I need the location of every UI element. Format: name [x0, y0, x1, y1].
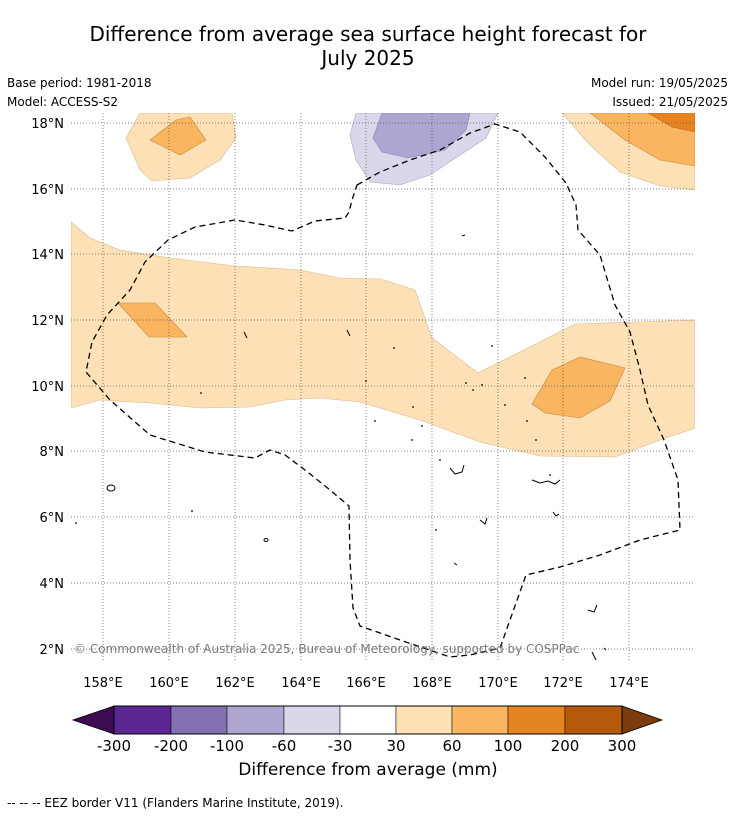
colorbar-segment: [113, 705, 172, 735]
island: [591, 651, 597, 660]
gridlines: [71, 113, 695, 660]
colorbar-label: Difference from average (mm): [238, 760, 498, 780]
atolls: [75, 345, 551, 531]
colorbar-segment: [564, 705, 623, 735]
lat-label: 12°N: [31, 314, 64, 329]
issued-date: Issued: 21/05/2025: [612, 95, 728, 109]
lon-label: 160°E: [149, 676, 189, 691]
island: [346, 329, 351, 337]
colorbar-segment: [339, 705, 397, 735]
lon-label: 168°E: [412, 676, 452, 691]
colorbar-segment: [451, 705, 509, 735]
colorbar-segment: [226, 705, 285, 735]
colorbar-tick: 30: [386, 737, 405, 755]
island: [106, 484, 116, 492]
colorbar-min-arrow: [71, 705, 115, 735]
colorbar-tick: -100: [210, 737, 244, 755]
meta-left: Base period: 1981-2018 Model: ACCESS-S2: [7, 74, 152, 112]
colorbar-tick: 60: [442, 737, 461, 755]
island: [552, 511, 560, 517]
colorbar-tick: -300: [97, 737, 131, 755]
colorbar-tick: -200: [154, 737, 188, 755]
contour-60-100-topleft: [149, 116, 207, 156]
lon-labels: 158°E 160°E 162°E 164°E 166°E 168°E 170°…: [83, 676, 649, 691]
lon-label: 174°E: [609, 676, 649, 691]
lon-label: 162°E: [215, 676, 255, 691]
colorbar-segment: [283, 705, 341, 735]
island: [587, 604, 598, 613]
lat-labels: 18°N 16°N 14°N 12°N 10°N 8°N 6°N 4°N 2°N: [31, 117, 64, 658]
island: [243, 331, 248, 339]
base-period: Base period: 1981-2018: [7, 76, 152, 90]
lat-label: 14°N: [31, 248, 64, 263]
colorbar-tick: 100: [494, 737, 523, 755]
colorbar: [71, 705, 664, 735]
lon-label: 172°E: [543, 676, 583, 691]
eez-footnote: -- -- -- EEZ border V11 (Flanders Marine…: [7, 796, 344, 810]
title-line-2: July 2025: [321, 46, 415, 70]
colorbar-segment: [170, 705, 228, 735]
eez-border: [85, 123, 681, 658]
lat-label: 6°N: [40, 511, 65, 526]
contour-60-100-topright: [589, 113, 695, 167]
colorbar-segment: [507, 705, 566, 735]
lon-label: 170°E: [478, 676, 518, 691]
lat-label: 4°N: [40, 577, 65, 592]
model-name: Model: ACCESS-S2: [7, 95, 119, 109]
island: [603, 647, 607, 651]
lon-label: 158°E: [83, 676, 123, 691]
colorbar-segment: [395, 705, 453, 735]
meta-right: Model run: 19/05/2025 Issued: 21/05/2025: [591, 74, 728, 112]
colorbar-max-arrow: [621, 705, 664, 735]
contour-100-200-topright: [647, 113, 695, 133]
island: [453, 562, 458, 566]
island: [479, 517, 488, 525]
contour-60-100-east: [531, 356, 626, 419]
lat-label: 18°N: [31, 117, 64, 132]
colorbar-tick: 200: [551, 737, 580, 755]
title-line-1: Difference from average sea surface heig…: [89, 22, 647, 46]
copyright-text: © Commonwealth of Australia 2025, Bureau…: [74, 642, 579, 656]
map-area: [71, 113, 695, 660]
lat-label: 10°N: [31, 380, 64, 395]
model-run: Model run: 19/05/2025: [590, 76, 728, 90]
contour-neg-60-100-top: [372, 113, 471, 159]
map-title: Difference from average sea surface heig…: [0, 22, 736, 70]
islands: [106, 234, 607, 660]
lat-label: 16°N: [31, 183, 64, 198]
colorbar-tick: -30: [328, 737, 353, 755]
lat-label: 2°N: [40, 643, 65, 658]
lon-label: 164°E: [281, 676, 321, 691]
island: [449, 464, 465, 475]
colorbar-ticks: -300 -200 -100 -60 -30 30 60 100 200 300: [97, 737, 636, 755]
colorbar-tick: 300: [608, 737, 637, 755]
lat-label: 8°N: [40, 445, 65, 460]
island: [531, 479, 561, 485]
colorbar-tick: -60: [272, 737, 297, 755]
lon-label: 166°E: [346, 676, 386, 691]
island: [263, 538, 269, 542]
island: [461, 234, 466, 237]
